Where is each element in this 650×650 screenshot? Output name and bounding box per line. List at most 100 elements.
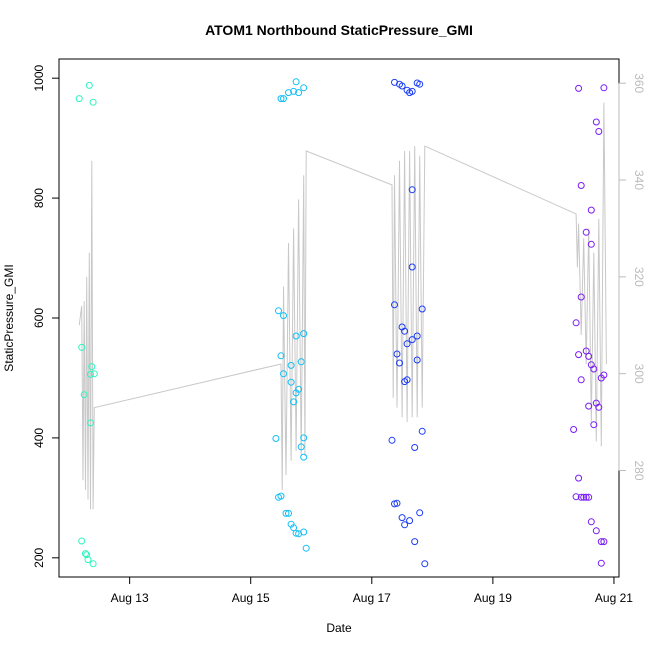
data-point xyxy=(570,426,578,433)
point-series-2 xyxy=(272,78,310,552)
data-point xyxy=(292,389,300,397)
y2-tick-label: 320 xyxy=(632,267,646,287)
data-point xyxy=(388,436,396,444)
data-point xyxy=(408,87,416,95)
data-point xyxy=(398,82,406,90)
data-point xyxy=(285,509,292,517)
point-series-3 xyxy=(388,78,429,568)
data-point xyxy=(88,363,96,371)
data-point xyxy=(292,78,300,86)
data-point xyxy=(418,305,426,313)
data-point xyxy=(572,319,580,327)
data-point xyxy=(585,402,593,410)
data-point xyxy=(577,493,585,501)
data-point xyxy=(597,559,605,567)
data-point xyxy=(297,358,305,366)
data-point xyxy=(290,87,298,95)
data-point xyxy=(85,81,93,89)
data-point xyxy=(403,376,411,384)
data-point xyxy=(408,263,416,271)
data-point xyxy=(600,538,608,546)
data-point xyxy=(75,95,83,103)
data-point xyxy=(287,361,295,369)
y-tick-label: 200 xyxy=(32,547,46,567)
data-point xyxy=(421,560,429,568)
data-point xyxy=(89,98,97,106)
data-point xyxy=(295,89,303,97)
data-point xyxy=(411,538,419,546)
y2-tick-label: 340 xyxy=(632,170,646,190)
data-point xyxy=(290,398,298,406)
data-point xyxy=(416,80,424,88)
data-point xyxy=(300,330,308,338)
data-point xyxy=(575,84,583,92)
data-point xyxy=(413,356,421,364)
data-point xyxy=(418,427,426,435)
data-point xyxy=(406,517,414,525)
data-point xyxy=(408,186,416,194)
data-point xyxy=(393,499,401,507)
data-point xyxy=(401,327,409,335)
x-axis: Aug 13 Aug 15 Aug 17 Aug 19 Aug 21 xyxy=(111,576,633,605)
y-axis-label: StaticPressure_GMI xyxy=(2,264,16,371)
data-point xyxy=(592,118,600,126)
data-point xyxy=(82,550,89,558)
y-axis-right: 280 300 320 340 360 xyxy=(618,73,646,481)
data-point xyxy=(587,240,595,248)
x-tick-label: Aug 21 xyxy=(595,591,633,605)
data-point xyxy=(408,336,416,344)
data-point xyxy=(595,128,603,135)
data-point xyxy=(277,492,285,500)
y-axis-left: 200 400 600 800 1000 xyxy=(32,65,60,568)
data-point xyxy=(287,378,295,386)
x-axis-label: Date xyxy=(326,621,352,635)
data-point xyxy=(572,493,580,501)
data-point xyxy=(78,537,86,545)
data-point xyxy=(300,434,308,442)
data-point xyxy=(280,370,287,378)
data-point xyxy=(302,544,310,552)
y-tick-label: 800 xyxy=(32,188,46,208)
data-point xyxy=(587,518,595,526)
x-tick-label: Aug 19 xyxy=(474,591,512,605)
data-point xyxy=(585,493,593,501)
data-point xyxy=(600,371,608,379)
plot-frame xyxy=(58,58,620,578)
data-point xyxy=(577,376,585,384)
data-point xyxy=(600,84,608,92)
line-series-layer xyxy=(78,102,607,510)
data-point xyxy=(277,352,285,360)
data-point xyxy=(391,301,398,309)
y-tick-label: 400 xyxy=(32,428,46,448)
data-point xyxy=(582,228,590,236)
data-point xyxy=(300,528,308,536)
data-point xyxy=(577,182,585,189)
data-point xyxy=(83,551,91,559)
chart-title: ATOM1 Northbound StaticPressure_GMI xyxy=(205,22,473,38)
data-point xyxy=(277,95,285,103)
x-tick-label: Aug 17 xyxy=(353,591,391,605)
series-line xyxy=(78,102,607,510)
data-point xyxy=(272,435,280,442)
data-point xyxy=(403,340,411,348)
data-point xyxy=(398,514,406,522)
data-point xyxy=(78,343,86,351)
data-point xyxy=(280,312,287,320)
data-point xyxy=(84,556,92,564)
data-point xyxy=(585,352,593,360)
point-series-1 xyxy=(75,81,98,568)
data-point xyxy=(89,560,97,568)
data-point xyxy=(587,206,595,214)
data-point xyxy=(411,444,419,451)
data-point xyxy=(413,332,421,340)
y2-tick-label: 300 xyxy=(632,364,646,384)
data-point xyxy=(282,509,290,517)
data-point xyxy=(577,293,585,301)
data-point xyxy=(297,443,305,451)
y-tick-label: 600 xyxy=(32,308,46,328)
data-point xyxy=(580,493,588,501)
data-point xyxy=(416,509,424,517)
data-point xyxy=(87,370,94,378)
x-tick-label: Aug 13 xyxy=(111,591,149,605)
